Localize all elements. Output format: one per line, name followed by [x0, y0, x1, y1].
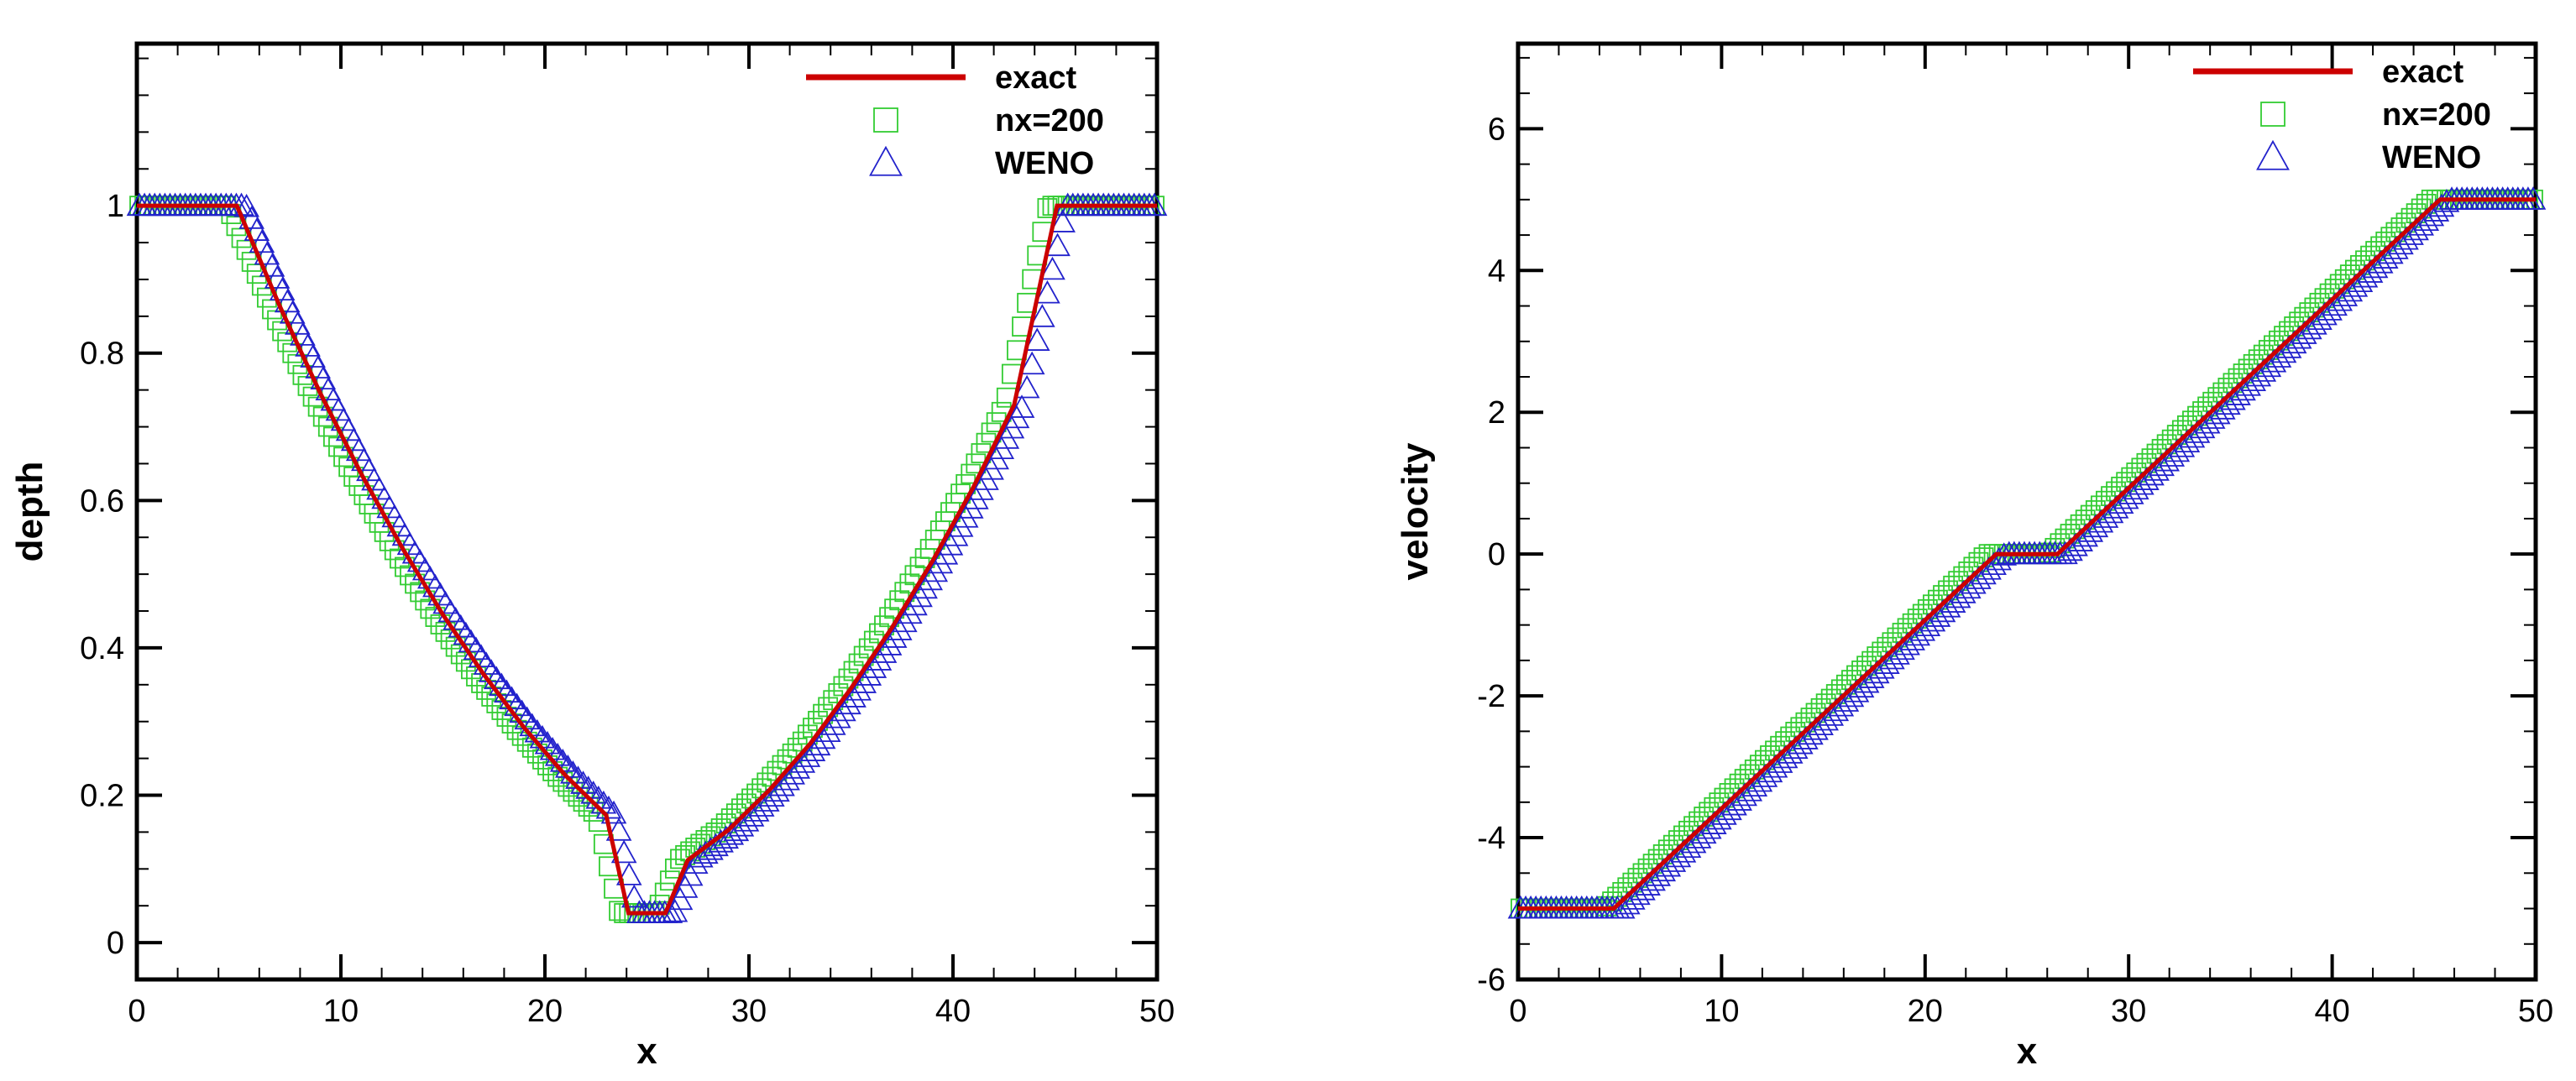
- chart-panel-depth: 0 10 20 30 40 50 0 0.2 0.4 0.6 0.8 1 x depth exact nx=2…: [9, 41, 1175, 1072]
- x-tick-label: 50: [2518, 994, 2553, 1029]
- data-point-triangle: [876, 632, 903, 655]
- y-tick-label: 6: [1488, 112, 1505, 147]
- x-tick-label: 10: [1704, 994, 1739, 1029]
- data-point-triangle: [620, 884, 647, 908]
- data-point-triangle: [442, 606, 469, 630]
- legend-swatch-square: [873, 107, 898, 133]
- data-point-triangle: [1039, 256, 1065, 280]
- data-point-triangle: [881, 624, 908, 648]
- data-point-triangle: [866, 647, 893, 671]
- series-WENO: [126, 192, 1168, 923]
- data-point-triangle: [861, 655, 887, 678]
- data-point-triangle: [662, 898, 689, 922]
- legend-label: nx=200: [2382, 97, 2491, 133]
- plot-frame: [1516, 41, 2538, 982]
- data-point-triangle: [1050, 209, 1076, 232]
- data-point-triangle: [1024, 327, 1050, 351]
- legend-label: WENO: [2382, 140, 2481, 175]
- y-tick-label: 0.6: [80, 483, 124, 519]
- series-line-exact: [1518, 197, 2536, 911]
- x-tick-label: 50: [1139, 994, 1175, 1029]
- legend: exact nx=200 WENO: [2193, 55, 2491, 175]
- data-point-triangle: [672, 875, 699, 898]
- legend: exact nx=200 WENO: [806, 60, 1104, 181]
- x-axis-label: x: [2017, 1031, 2038, 1072]
- data-point-triangle: [1029, 304, 1055, 327]
- x-tick-label: 20: [1908, 994, 1943, 1029]
- legend-label: exact: [2382, 55, 2464, 90]
- legend-swatch-square: [2260, 102, 2285, 127]
- y-tick-label: 4: [1488, 253, 1505, 289]
- legend-label: nx=200: [995, 103, 1104, 138]
- y-tick-label: 0: [1488, 537, 1505, 572]
- data-point-triangle: [667, 886, 694, 911]
- data-point-triangle: [615, 862, 642, 885]
- y-tick-label: 0.4: [80, 631, 124, 666]
- data-point-triangle: [1018, 351, 1045, 375]
- legend-label: exact: [995, 60, 1077, 96]
- x-axis-label: x: [636, 1031, 657, 1072]
- y-axis-label: velocity: [1395, 442, 1436, 580]
- chart-panel-velocity: 0 10 20 30 40 50 -6 -4 -2 0 2 4 6 x velocity exact nx=20…: [1395, 41, 2553, 1072]
- legend-swatch-triangle: [2256, 139, 2290, 170]
- y-tick-label: -4: [1477, 821, 1505, 856]
- x-tick-label: 0: [128, 994, 145, 1029]
- plot-frame: [134, 41, 1160, 982]
- y-tick-label: 0: [107, 926, 124, 961]
- data-point-triangle: [453, 621, 479, 645]
- y-tick-label: 1: [107, 189, 124, 224]
- y-axis-label: depth: [9, 462, 50, 562]
- data-point-triangle: [473, 651, 500, 675]
- x-tick-label: 20: [527, 994, 563, 1029]
- x-tick-label: 10: [323, 994, 359, 1029]
- y-tick-label: 0.2: [80, 779, 124, 814]
- data-point-triangle: [1008, 394, 1035, 418]
- data-point-triangle: [1045, 232, 1071, 257]
- data-point-triangle: [600, 800, 627, 824]
- data-point-triangle: [458, 629, 484, 653]
- y-tick-label: -2: [1477, 679, 1505, 714]
- data-point-triangle: [871, 640, 898, 663]
- data-point-triangle: [468, 644, 495, 668]
- data-point-triangle: [463, 636, 490, 661]
- x-tick-label: 40: [935, 994, 971, 1029]
- data-point-triangle: [605, 817, 632, 841]
- data-point-triangle: [610, 839, 637, 864]
- x-tick-label: 40: [2314, 994, 2349, 1029]
- series-nx=200: [129, 196, 1165, 923]
- legend-label: WENO: [995, 146, 1094, 181]
- legend-swatch-triangle: [869, 145, 903, 176]
- data-point-triangle: [1013, 374, 1040, 399]
- data-point-triangle: [448, 614, 474, 638]
- y-tick-label: -6: [1477, 963, 1505, 998]
- x-tick-label: 30: [2111, 994, 2146, 1029]
- data-point-triangle: [851, 670, 877, 693]
- data-point-triangle: [856, 662, 882, 686]
- x-tick-label: 30: [731, 994, 767, 1029]
- data-point-triangle: [677, 862, 704, 886]
- y-tick-label: 2: [1488, 395, 1505, 431]
- series-line-exact: [137, 203, 1157, 916]
- y-tick-label: 0.8: [80, 337, 124, 372]
- data-point-triangle: [1034, 279, 1060, 304]
- x-tick-label: 0: [1509, 994, 1526, 1029]
